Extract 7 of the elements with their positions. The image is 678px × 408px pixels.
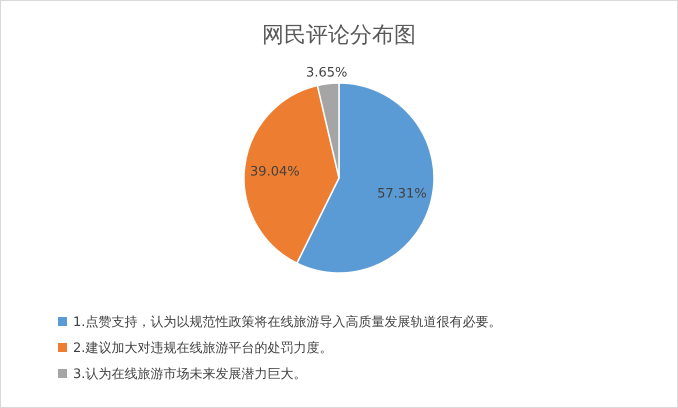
legend-label: 1.点赞支持，认为以规范性政策将在线旅游导入高质量发展轨道很有必要。 — [73, 314, 502, 330]
chart-title: 网民评论分布图 — [262, 23, 416, 48]
data-label: 39.04% — [250, 164, 300, 180]
data-label: 3.65% — [306, 65, 348, 80]
data-label: 57.31% — [377, 186, 427, 202]
legend-label: 2.建议加大对违规在线旅游平台的处罚力度。 — [73, 340, 332, 356]
legend-label: 3.认为在线旅游市场未来发展潜力巨大。 — [73, 367, 306, 382]
